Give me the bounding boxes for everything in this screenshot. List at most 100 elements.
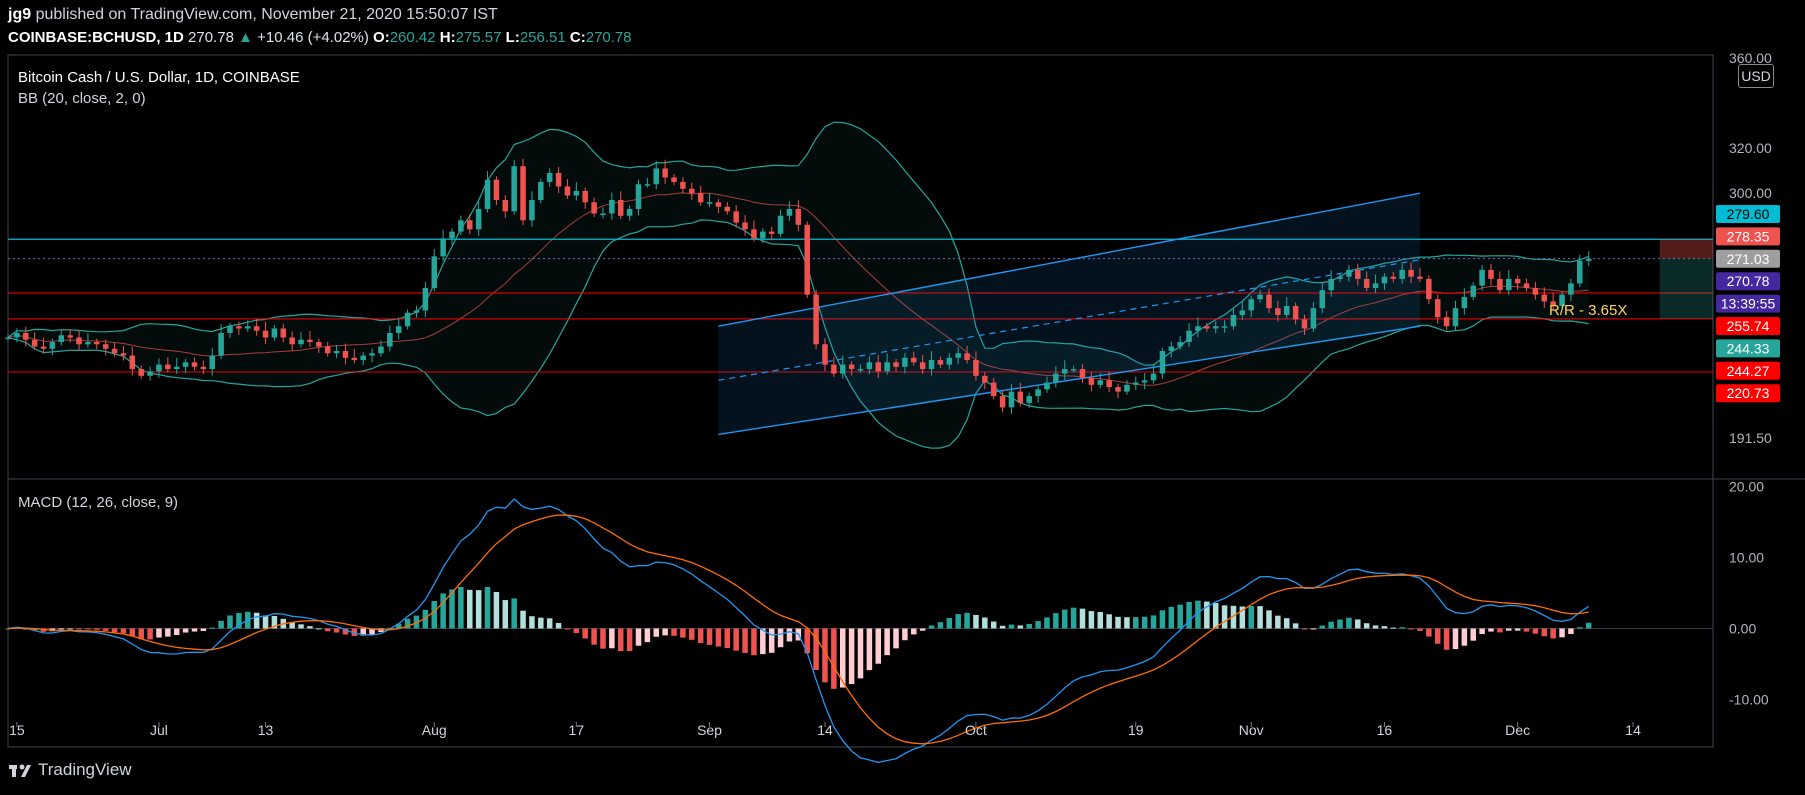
candle-body xyxy=(546,172,553,182)
macd-histogram-bar xyxy=(706,628,713,645)
candle-body xyxy=(85,342,91,345)
candle-body xyxy=(129,355,136,370)
tradingview-logo-icon xyxy=(9,764,31,777)
macd-histogram-bar xyxy=(1328,621,1334,629)
candle-body xyxy=(31,339,38,347)
macd-histogram-bar xyxy=(1141,616,1148,629)
candle-body xyxy=(5,337,11,340)
price-label-tag xyxy=(1716,294,1780,313)
ascending-channel xyxy=(718,192,1421,436)
macd-histogram-bar xyxy=(680,628,686,638)
macd-histogram-bar xyxy=(1248,605,1254,629)
candle-body xyxy=(1266,294,1272,309)
candle-body xyxy=(786,209,793,216)
candle-body xyxy=(422,287,429,311)
candle-body xyxy=(200,366,207,370)
macd-histogram-bar xyxy=(1150,615,1157,629)
macd-tick-label: 20.00 xyxy=(1729,479,1764,495)
macd-histogram-bar xyxy=(1337,619,1343,629)
macd-histogram-bar xyxy=(1070,607,1077,629)
macd-histogram-bar xyxy=(351,628,358,636)
candle-body xyxy=(280,328,287,338)
candle-body xyxy=(1310,308,1317,329)
macd-histogram-bar xyxy=(422,609,429,629)
candle-body xyxy=(1417,276,1423,279)
time-tick-label: Dec xyxy=(1505,722,1530,738)
macd-histogram-bar xyxy=(689,628,695,640)
candle-body xyxy=(1204,326,1210,329)
macd-histogram-bar xyxy=(635,628,642,646)
macd-histogram-bar xyxy=(999,625,1006,629)
macd-histogram-bar xyxy=(839,628,846,688)
macd-histogram-bar xyxy=(1008,624,1015,629)
time-tick-label: 17 xyxy=(569,722,585,738)
candle-body xyxy=(1514,278,1521,284)
candle-body xyxy=(1159,351,1166,374)
macd-tick-label: 0.00 xyxy=(1729,620,1756,636)
candle-body xyxy=(955,353,961,358)
candle-body xyxy=(724,206,731,212)
candle-body xyxy=(1044,382,1050,390)
axes: 360.00 320.00 300.00 191.50 20.00 10.00 0.00 -1… xyxy=(9,50,1780,738)
macd-histogram-bar xyxy=(777,628,784,648)
candle-body xyxy=(1550,301,1556,306)
candle-body xyxy=(946,357,953,365)
time-tick-label: 15 xyxy=(9,722,25,738)
candle-body xyxy=(804,224,810,295)
candle-body xyxy=(1461,296,1468,309)
candle-body xyxy=(1363,278,1370,288)
candle-body xyxy=(582,190,588,203)
macd-histogram-bar xyxy=(1372,625,1379,629)
candle-body xyxy=(884,362,890,372)
price-label-value: 220.73 xyxy=(1727,385,1770,401)
candle-body xyxy=(1319,290,1326,309)
macd-histogram-bar xyxy=(617,628,624,652)
candle-body xyxy=(1079,369,1086,379)
candle-body xyxy=(1017,391,1024,403)
macd-histogram-bar xyxy=(1514,628,1521,631)
symbol-label[interactable]: COINBASE:BCHUSD, 1D xyxy=(8,29,184,46)
time-tick-label: 16 xyxy=(1377,722,1393,738)
price-label-value: 279.60 xyxy=(1727,206,1770,222)
macd-histogram-bar xyxy=(1355,619,1361,629)
macd-histogram-bar xyxy=(831,628,837,689)
macd-histogram-bar xyxy=(662,628,668,636)
candle-body xyxy=(768,231,775,234)
macd-histogram-bar xyxy=(1434,628,1441,644)
macd-histogram-bar xyxy=(271,616,278,629)
candle-body xyxy=(857,369,864,371)
candle-body xyxy=(404,312,411,327)
time-tick-label: Sep xyxy=(697,722,722,738)
candle-body xyxy=(245,326,251,329)
price-change: +10.46 (+4.02%) xyxy=(257,29,369,46)
candle-body xyxy=(1257,294,1263,300)
currency-button[interactable]: USD xyxy=(1738,64,1774,88)
candle-body xyxy=(964,353,970,361)
candle-body xyxy=(1568,283,1574,295)
candle-body xyxy=(333,351,340,354)
candle-body xyxy=(253,326,260,331)
macd-histogram-bar xyxy=(546,618,553,629)
macd-histogram-bar xyxy=(1577,627,1583,629)
candle-body xyxy=(236,326,242,329)
time-tick-label: 14 xyxy=(1625,722,1641,738)
candle-body xyxy=(831,364,837,374)
macd-histogram-bar xyxy=(1541,628,1548,637)
macd-histogram-bar xyxy=(1417,628,1423,631)
candle-body xyxy=(209,355,215,370)
candle-body xyxy=(600,213,606,216)
macd-histogram-bar xyxy=(884,628,890,656)
candle-body xyxy=(715,202,722,207)
macd-histogram-bar xyxy=(928,625,935,629)
candle-body xyxy=(262,330,269,338)
candle-body xyxy=(1506,278,1512,291)
bb-legend[interactable]: BB (20, close, 2, 0) xyxy=(18,90,146,107)
macd-legend[interactable]: MACD (12, 26, close, 9) xyxy=(18,494,178,511)
price-label-value: 244.33 xyxy=(1727,340,1770,356)
candle-body xyxy=(227,326,233,333)
footer-brand[interactable]: TradingView xyxy=(8,760,132,780)
macd-histogram-bar xyxy=(253,612,260,629)
candle-body xyxy=(458,220,464,232)
author-name[interactable]: jg9 xyxy=(8,6,32,23)
